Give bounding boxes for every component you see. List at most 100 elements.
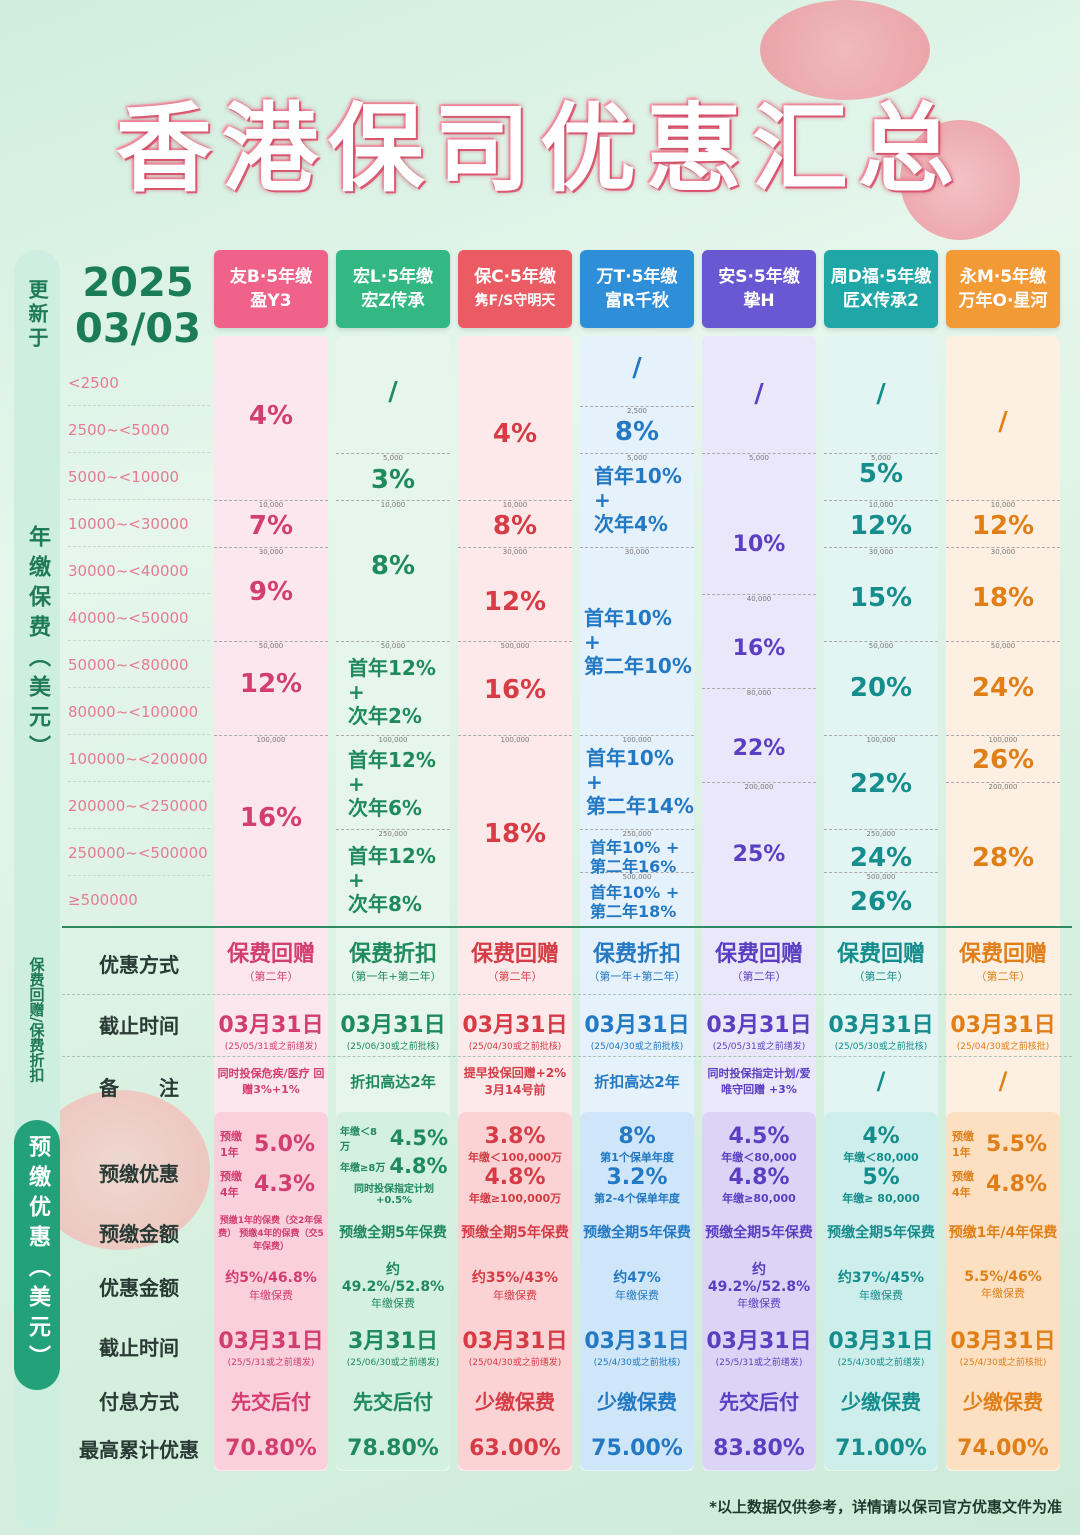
prepay-cell: 8% 第1个保单年度 3.2% 第2-4个保单年度	[594, 1124, 680, 1205]
deadline-cell: 03月31日 (25/04/30或之前批核)	[584, 1012, 690, 1052]
rate-value: 18%	[971, 583, 1035, 613]
tick: 10,000	[336, 500, 450, 510]
band-label: 5000~<10000	[68, 454, 210, 500]
update-date: 2025 03/03	[68, 256, 208, 356]
tick: 5,000	[336, 453, 450, 463]
product-header: 永M·5年缴 万年O·星河	[946, 250, 1060, 328]
tick: 5,000	[702, 453, 816, 463]
rate-value: 28%	[971, 843, 1035, 873]
rate-value: 首年12% + 次年6%	[348, 748, 436, 820]
rate-value: 22%	[732, 735, 786, 761]
rate-value: 12%	[483, 587, 547, 617]
prepay-cell: 年缴＜8万 4.5% 年缴≥8万 4.8% 同时投保指定计划 +0.5%	[340, 1126, 448, 1206]
rate-value: 20%	[849, 673, 913, 703]
tick: 200,000	[702, 782, 816, 792]
decor-balloon	[900, 120, 1020, 240]
prepay-cell: 4.5% 年缴＜80,000 4.8% 年缴≥80,000	[721, 1124, 797, 1205]
row-label: 优惠方式	[99, 952, 179, 977]
rate-value: 8%	[492, 511, 538, 541]
rate-value: 9%	[248, 577, 294, 607]
product-header: 安S·5年缴 挚H	[702, 250, 816, 328]
rate-value: 首年10% + 第二年10%	[584, 606, 692, 678]
tick: 50,000	[824, 641, 938, 651]
deadline2-cell: 03月31日 (25/4/30或之前核批)	[950, 1328, 1056, 1368]
max-benefit-cell: 83.80%	[713, 1435, 805, 1461]
decor-balloon	[760, 0, 930, 100]
band-label: 30000~<40000	[68, 548, 210, 594]
product-header: 周D福·5年缴 匠X传承2	[824, 250, 938, 328]
row-label: 付息方式	[99, 1389, 179, 1414]
deadline-cell: 03月31日 (25/04/30或之前批核)	[462, 1012, 568, 1052]
tick: 10,000	[946, 500, 1060, 510]
deadline2-cell: 03月31日 (25/04/30或之前缮发)	[462, 1328, 568, 1368]
rate-value: 首年10% + 第二年18%	[590, 883, 680, 921]
tick: 10,000	[214, 500, 328, 510]
tick: 100,000	[580, 735, 694, 745]
tick: 250,000	[580, 829, 694, 839]
rate-value: /	[632, 353, 642, 383]
pay-mode-cell: 少缴保费	[475, 1389, 555, 1414]
prepay-card	[214, 1112, 328, 1470]
deadline-cell: 03月31日 (25/05/31或之前缮发)	[706, 1012, 812, 1052]
rate-value: /	[876, 379, 886, 409]
product-header: 保C·5年缴 隽F/S守明天	[458, 250, 572, 328]
remark-cell: 同时投保指定计划/爱唯守回赠 +3%	[707, 1067, 811, 1096]
remark-cell: /	[998, 1067, 1008, 1095]
footnote: *以上数据仅供参考，详情请以保司官方优惠文件为准	[709, 1498, 1062, 1516]
remark-cell: 同时投保危疾/医疗 回赠3%+1%	[217, 1067, 325, 1096]
tick: 100,000	[946, 735, 1060, 745]
rate-value: 8%	[370, 551, 416, 581]
rate-value: /	[998, 407, 1008, 437]
tick: 250,000	[824, 829, 938, 839]
rate-value: 5%	[858, 459, 904, 489]
benefit-cell: 约37%/45% 年缴保费	[837, 1270, 925, 1302]
prepay-cell: 4% 年缴＜80,000 5% 年缴≥ 80,000	[842, 1124, 920, 1205]
rate-value: 首年12% + 次年2%	[348, 656, 436, 728]
rate-value: 首年10% + 第二年16%	[590, 838, 680, 876]
prepay-cell: 预缴1年 5.0% 预缴4年 4.3%	[220, 1130, 316, 1199]
max-benefit-cell: 63.00%	[469, 1435, 561, 1461]
prepay-cell: 3.8% 年缴＜100,000万 4.8% 年缴≥100,000万	[467, 1124, 563, 1205]
rate-value: 8%	[614, 417, 660, 447]
prepay-card	[458, 1112, 572, 1470]
band-label: 2500~<5000	[68, 407, 210, 453]
rate-value: 4%	[492, 419, 538, 449]
method-cell: 保费回赠 （第二年）	[714, 942, 803, 983]
tick: 40,000	[702, 594, 816, 604]
method-cell: 保费回赠 （第二年）	[226, 942, 315, 983]
page-title: 香港保司优惠汇总	[116, 91, 964, 205]
rate-value: 22%	[849, 769, 913, 799]
rate-value: 16%	[732, 635, 786, 661]
update-label: 更新于	[25, 279, 49, 351]
method-cell: 保费折扣 （第一年+第二年）	[344, 942, 442, 983]
product-header: 友B·5年缴 盈Y3	[214, 250, 328, 328]
update-md: 03/03	[75, 306, 201, 352]
tick: 30,000	[946, 547, 1060, 557]
rate-value: 16%	[483, 675, 547, 705]
rate-value: 首年12% + 次年8%	[348, 844, 436, 916]
benefit-cell: 约47% 年缴保费	[613, 1270, 661, 1302]
band-label: 250000~<500000	[68, 830, 210, 876]
prepay-amt-cell: 预缴全期5年保费	[827, 1225, 935, 1241]
tick: 30,000	[214, 547, 328, 557]
benefit-cell: 约49.2%/52.8% 年缴保费	[341, 1262, 445, 1310]
update-year: 2025	[82, 260, 194, 306]
max-benefit-cell: 74.00%	[957, 1435, 1049, 1461]
rate-value: 24%	[849, 843, 913, 873]
row-label: 截止时间	[99, 1013, 179, 1038]
row-label: 备 注	[99, 1075, 179, 1100]
product-header: 万T·5年缴 富R千秋	[580, 250, 694, 328]
rate-value: 7%	[248, 511, 294, 541]
tick: 30,000	[458, 547, 572, 557]
rate-value: /	[754, 379, 764, 409]
rate-value: 18%	[483, 819, 547, 849]
discount-label: 保费回赠/保费折扣	[27, 957, 46, 1083]
row-label: 优惠金额	[99, 1275, 179, 1300]
tick: 500,000	[580, 872, 694, 882]
band-label: 50000~<80000	[68, 642, 210, 688]
rate-value: 24%	[971, 673, 1035, 703]
tick: 100,000	[824, 735, 938, 745]
rate-value: /	[388, 377, 398, 407]
pay-mode-cell: 少缴保费	[841, 1389, 921, 1414]
tick: 80,000	[702, 688, 816, 698]
